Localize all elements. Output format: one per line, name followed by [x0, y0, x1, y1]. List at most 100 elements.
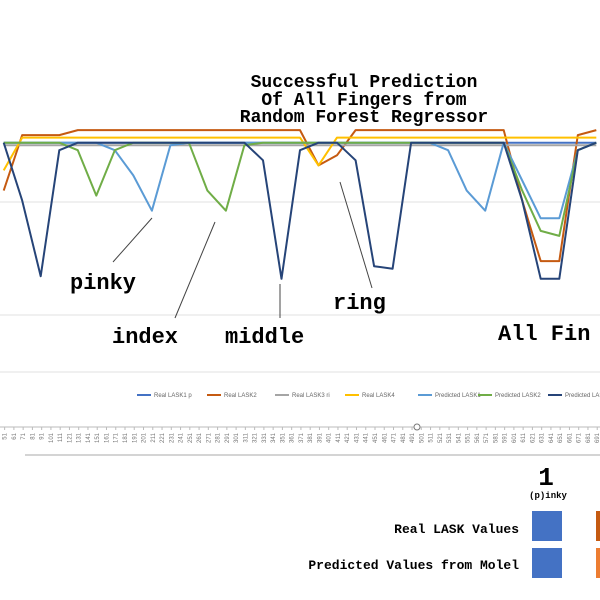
x-tick-label: 211 [151, 432, 157, 442]
chart-title: Random Forest Regressor [240, 108, 488, 128]
x-tick-label: 331 [262, 432, 268, 443]
annotation: middle [225, 325, 304, 350]
x-tick-label: 111 [58, 432, 64, 442]
x-tick-label: 251 [188, 432, 194, 443]
x-tick-label: 651 [558, 432, 564, 443]
x-tick-label: 481 [401, 432, 407, 443]
x-tick-label: 91 [40, 432, 46, 439]
x-tick-label: 591 [503, 432, 509, 443]
row-label: Predicted Values from Molel [308, 558, 519, 573]
x-tick-label: 501 [419, 432, 425, 443]
x-tick-label: 551 [466, 432, 472, 443]
x-tick-label: 691 [595, 432, 600, 443]
x-tick-label: 201 [142, 432, 148, 443]
x-tick-label: 371 [299, 432, 305, 443]
x-tick-label: 641 [549, 432, 555, 443]
color-swatch [532, 548, 562, 578]
chart-title: Of All Fingers from [261, 91, 466, 111]
x-tick-label: 311 [243, 432, 249, 442]
x-tick-label: 541 [456, 432, 462, 443]
x-tick-label: 101 [49, 432, 55, 443]
annotation: index [112, 325, 178, 350]
x-tick-label: 301 [234, 432, 240, 443]
column-label: (p)inky [529, 491, 567, 501]
legend-label: Real LASK4 [362, 393, 395, 399]
row-label: Real LASK Values [394, 522, 519, 537]
x-tick-label: 351 [280, 432, 286, 443]
x-tick-label: 411 [336, 432, 342, 442]
x-tick-label: 151 [95, 432, 101, 443]
x-tick-label: 81 [30, 432, 36, 439]
x-tick-label: 221 [160, 432, 166, 443]
legend-label: Real LASK2 [224, 393, 257, 399]
x-tick-label: 581 [493, 432, 499, 443]
x-tick-label: 271 [206, 432, 212, 443]
x-tick-label: 61 [12, 432, 18, 439]
x-tick-label: 121 [67, 432, 73, 443]
series-line [2, 136, 597, 171]
x-tick-label: 661 [567, 432, 573, 443]
x-tick-label: 681 [586, 432, 592, 443]
legend-label: Predicted LASK1 [435, 393, 481, 399]
color-swatch [596, 548, 600, 578]
x-tick-label: 441 [364, 432, 370, 443]
x-tick-label: 361 [290, 432, 296, 443]
color-swatch [596, 511, 600, 541]
x-tick-label: 71 [21, 432, 27, 439]
x-tick-label: 161 [104, 432, 110, 443]
x-tick-label: 231 [169, 432, 175, 443]
x-tick-label: 631 [540, 432, 546, 443]
x-tick-label: 521 [438, 432, 444, 443]
plot-area [2, 129, 597, 280]
x-tick-label: 401 [327, 432, 333, 443]
x-tick-label: 291 [225, 432, 231, 443]
x-tick-label: 431 [354, 432, 360, 443]
x-tick-label: 381 [308, 432, 314, 443]
x-tick-label: 531 [447, 432, 453, 443]
x-tick-label: 451 [373, 432, 379, 443]
color-swatch [532, 511, 562, 541]
x-tick-label: 391 [317, 432, 323, 443]
legend-label: Predicted LASK [565, 393, 600, 399]
x-tick-label: 561 [475, 432, 481, 443]
x-axis: 51 61 71 81 91 101 111 121 131 141 151 161 171 181 191… [3, 427, 600, 443]
x-tick-label: 181 [123, 432, 129, 443]
x-tick-label: 461 [382, 432, 388, 443]
x-tick-label: 321 [253, 432, 259, 443]
scroll-handle[interactable] [413, 423, 421, 431]
annotation: All Fin [498, 322, 590, 347]
x-tick-label: 241 [179, 432, 185, 443]
series-line [2, 141, 597, 280]
series-line [2, 129, 597, 263]
x-tick-label: 611 [521, 432, 527, 442]
x-tick-label: 141 [86, 432, 92, 443]
annotation: pinky [70, 271, 136, 296]
x-tick-label: 471 [392, 432, 398, 443]
x-tick-label: 171 [114, 432, 120, 443]
x-tick-label: 571 [484, 432, 490, 443]
x-tick-label: 51 [3, 432, 9, 439]
x-tick-label: 341 [271, 432, 277, 443]
x-tick-label: 601 [512, 432, 518, 443]
x-tick-label: 511 [429, 432, 435, 442]
x-tick-label: 131 [77, 432, 83, 443]
x-tick-label: 621 [530, 432, 536, 443]
legend-label: Real LASK1 p [154, 393, 192, 399]
leader-line [339, 181, 373, 289]
legend-label: Real LASK3 ri [292, 393, 330, 399]
chart-title: Successful Prediction [251, 73, 478, 93]
leader-line [112, 217, 153, 263]
legend: Real LASK1 p Real LASK2 Real LASK3 ri Real … [137, 393, 600, 399]
x-tick-label: 261 [197, 432, 203, 443]
x-tick-label: 191 [132, 432, 138, 443]
legend-label: Predicted LASK2 [495, 393, 541, 399]
column-number: 1 [538, 463, 554, 493]
x-tick-label: 491 [410, 432, 416, 443]
annotation: ring [333, 291, 386, 316]
x-tick-label: 421 [345, 432, 351, 443]
x-tick-label: 671 [577, 432, 583, 443]
leader-line [174, 221, 216, 319]
x-tick-label: 281 [216, 432, 222, 443]
